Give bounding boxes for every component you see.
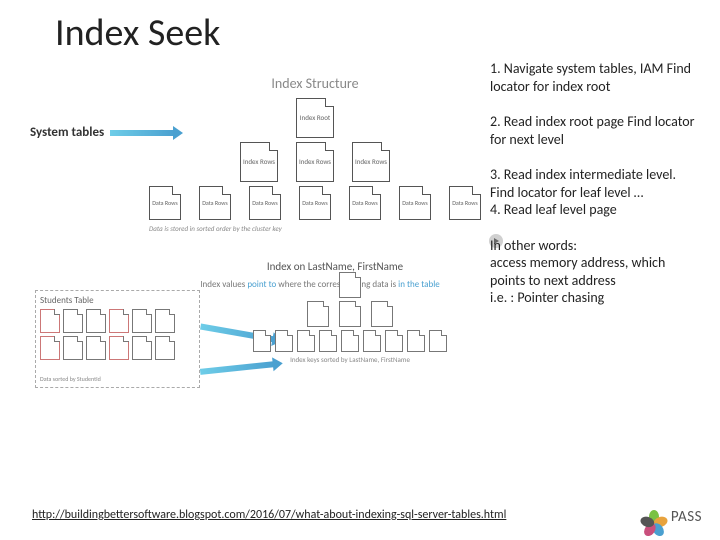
step-4: In other words: access memory address, w… <box>490 237 700 307</box>
lower-diagram: Index on LastName, FirstName Students Ta… <box>35 260 485 450</box>
students-title: Students Table <box>40 295 195 306</box>
tree-mid-page <box>371 301 393 327</box>
root-row: Index Root <box>145 98 485 138</box>
source-link[interactable]: http://buildingbettersoftware.blogspot.c… <box>32 508 506 522</box>
student-page <box>40 336 60 360</box>
step-3: 3. Read index intermediate level. Find l… <box>490 166 700 219</box>
tree-footer: Index keys sorted by LastName, FirstName <box>215 355 485 364</box>
tree-leaf-page <box>407 330 425 352</box>
tree-leaf-row <box>215 330 485 352</box>
tree-leaf-page <box>363 330 381 352</box>
student-page <box>109 336 129 360</box>
logo-mark-icon <box>641 504 667 530</box>
students-footer: Data sorted by StudentId <box>40 375 195 383</box>
system-tables-label: System tables <box>30 125 104 140</box>
student-page <box>132 336 152 360</box>
data-leaf-page: Data Rows <box>249 186 281 220</box>
student-page <box>155 309 175 333</box>
step-1: 1. Navigate system tables, IAM Find loca… <box>490 60 700 95</box>
student-page <box>155 336 175 360</box>
students-table-box: Students Table Data sorted by StudentId <box>35 290 200 388</box>
diagram-footer: Data is stored in sorted order by the cl… <box>145 224 485 233</box>
tree-root-row <box>215 272 485 298</box>
data-leaf-page: Data Rows <box>449 186 481 220</box>
tree-root-page <box>339 272 361 298</box>
step-2: 2. Read index root page Find locator for… <box>490 113 700 148</box>
data-leaf-page: Data Rows <box>199 186 231 220</box>
index-mid-page: Index Rows <box>296 142 334 182</box>
tree-leaf-page <box>341 330 359 352</box>
data-leaf-page: Data Rows <box>299 186 331 220</box>
index-mid-page: Index Rows <box>352 142 390 182</box>
intermediate-row: Index Rows Index Rows Index Rows <box>145 142 485 182</box>
index-root-page: Index Root <box>296 98 334 138</box>
student-page <box>63 309 83 333</box>
index-mid-page: Index Rows <box>240 142 278 182</box>
page-title: Index Seek <box>55 10 220 56</box>
tree-leaf-page <box>275 330 293 352</box>
diagram-title: Index Structure <box>145 75 485 92</box>
tree-leaf-page <box>319 330 337 352</box>
data-leaf-page: Data Rows <box>349 186 381 220</box>
leaf-row: Data Rows Data Rows Data Rows Data Rows Data… <box>145 186 485 220</box>
tree-leaf-page <box>253 330 271 352</box>
student-page <box>63 336 83 360</box>
logo-text: PASS <box>671 508 702 526</box>
tree-leaf-page <box>297 330 315 352</box>
pass-logo: PASS <box>641 504 702 530</box>
tree-mid-page <box>339 301 361 327</box>
steps-column: 1. Navigate system tables, IAM Find loca… <box>490 60 700 325</box>
data-leaf-page: Data Rows <box>149 186 181 220</box>
student-page <box>40 309 60 333</box>
tree-mid-page <box>307 301 329 327</box>
student-page <box>86 336 106 360</box>
tree-leaf-page <box>429 330 447 352</box>
tree-mid-row <box>215 301 485 327</box>
index-tree: Index keys sorted by LastName, FirstName <box>215 272 485 364</box>
student-page <box>132 309 152 333</box>
index-structure-diagram: Index Structure Index Root Index RowsInd… <box>145 75 485 250</box>
student-page <box>86 309 106 333</box>
students-grid <box>40 309 195 360</box>
data-leaf-page: Data Rows <box>399 186 431 220</box>
student-page <box>109 309 129 333</box>
tree-leaf-page <box>385 330 403 352</box>
